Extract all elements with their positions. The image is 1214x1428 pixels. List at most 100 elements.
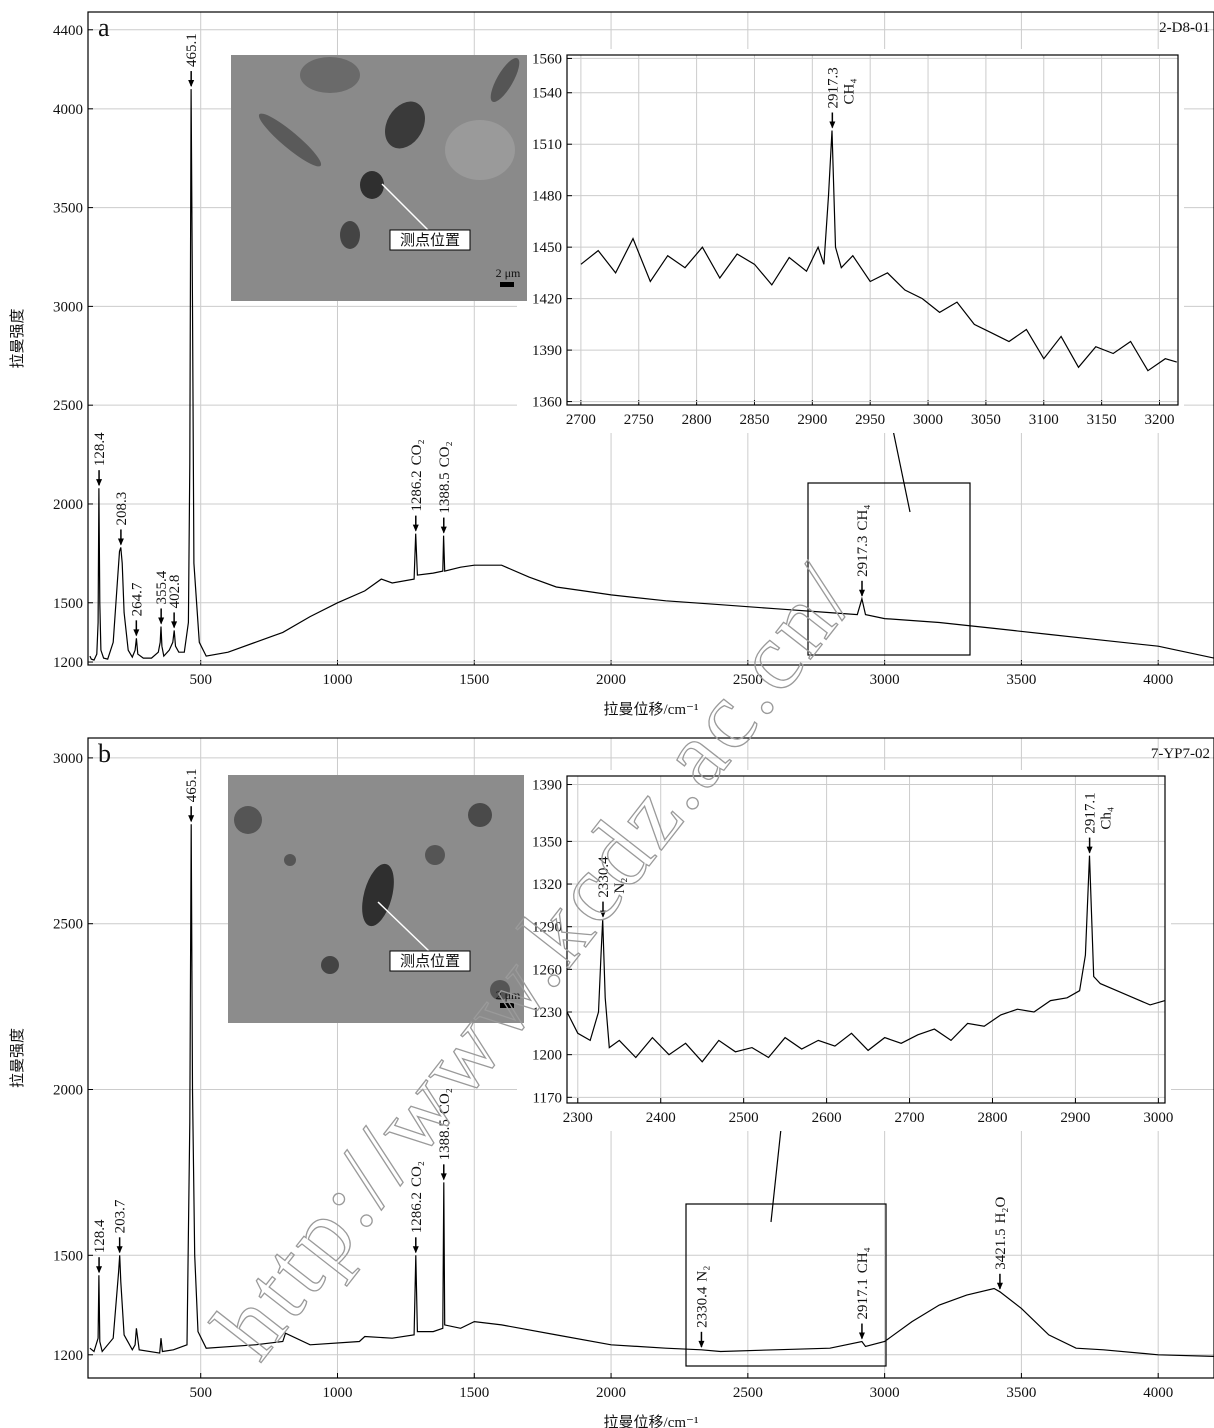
peak-label: 1388.5 bbox=[437, 1119, 453, 1160]
photo-label: 测点位置 bbox=[400, 953, 460, 970]
arrow-head bbox=[859, 589, 866, 597]
peak-label: 355.4 bbox=[154, 570, 170, 604]
blob bbox=[468, 803, 492, 827]
x-tick-label: 2000 bbox=[596, 1385, 626, 1401]
inset-layer: 2700 2750 2800 2850 2900 2950 3000 3050 3100 3150… bbox=[517, 49, 1184, 1131]
species-label: N₂ bbox=[694, 1266, 710, 1282]
peak-label: 402.8 bbox=[167, 575, 183, 609]
y-axis-label: 拉曼强度 bbox=[9, 1028, 26, 1088]
photo-label: 测点位置 bbox=[400, 232, 460, 249]
x-tick-label: 1000 bbox=[322, 1385, 352, 1401]
x-tick-label: 2300 bbox=[563, 1110, 593, 1126]
arrow-head bbox=[188, 815, 195, 823]
x-tick-label: 2500 bbox=[733, 672, 763, 688]
y-tick-label: 1200 bbox=[532, 1048, 562, 1064]
y-tick-label: 3500 bbox=[53, 201, 83, 217]
x-tick-label: 2000 bbox=[596, 672, 626, 688]
species-label: Ch₄ bbox=[1099, 807, 1115, 830]
y-tick-label: 1350 bbox=[532, 834, 562, 850]
x-tick-label: 2800 bbox=[977, 1110, 1007, 1126]
x-tick-label: 2400 bbox=[646, 1110, 676, 1126]
x-tick-label: 2800 bbox=[682, 412, 712, 428]
species-label: CO₂ bbox=[437, 1088, 453, 1114]
peak-label: 203.7 bbox=[113, 1199, 129, 1233]
blob bbox=[284, 854, 296, 866]
y-tick-label: 1540 bbox=[532, 86, 562, 102]
blob bbox=[258, 113, 322, 167]
y-tick-label: 1500 bbox=[53, 1248, 83, 1264]
x-tick-label: 3000 bbox=[1143, 1110, 1173, 1126]
x-tick-label: 2850 bbox=[739, 412, 769, 428]
arrow-head bbox=[412, 1246, 419, 1254]
pointer bbox=[381, 183, 431, 233]
peak-label: 208.3 bbox=[114, 492, 130, 526]
y-tick-label: 3000 bbox=[53, 299, 83, 315]
arrow-head bbox=[599, 910, 606, 918]
x-tick-label: 3500 bbox=[1006, 672, 1036, 688]
blob bbox=[340, 221, 360, 249]
x-tick-label: 2950 bbox=[855, 412, 885, 428]
photo: 测点位置 2 μm bbox=[231, 55, 527, 301]
arrow-head bbox=[133, 629, 140, 637]
x-tick-label: 2700 bbox=[566, 412, 596, 428]
spectrum-line bbox=[89, 89, 1214, 661]
blob bbox=[385, 101, 425, 149]
arrow-head bbox=[158, 617, 165, 625]
sample-id: 7-YP7-02 bbox=[1151, 746, 1210, 762]
peak-label: 2330.4 bbox=[596, 856, 612, 898]
y-tick-label: 1390 bbox=[532, 343, 562, 359]
plot-frame bbox=[87, 11, 1214, 666]
x-tick-label: 3000 bbox=[913, 412, 943, 428]
arrow-head bbox=[188, 80, 195, 88]
x-tick-label: 3050 bbox=[971, 412, 1001, 428]
arrow-head bbox=[96, 1266, 103, 1274]
peak-label: 264.7 bbox=[129, 582, 145, 616]
y-tick-label: 2000 bbox=[53, 1083, 83, 1099]
peak-label: 465.1 bbox=[184, 33, 200, 67]
inset-bg bbox=[517, 49, 1184, 433]
peak-label: 1388.5 bbox=[437, 472, 453, 513]
peak-label: 2917.1 bbox=[1083, 792, 1099, 833]
species-label: H₂O bbox=[993, 1196, 1009, 1223]
species-label: CO₂ bbox=[437, 441, 453, 467]
x-tick-label: 2900 bbox=[797, 412, 827, 428]
arrow-head bbox=[996, 1282, 1003, 1290]
species-label: CO₂ bbox=[409, 1161, 425, 1187]
x-tick-label: 3000 bbox=[870, 1385, 900, 1401]
x-tick-label: 3200 bbox=[1144, 412, 1174, 428]
y-tick-label: 4400 bbox=[53, 23, 83, 39]
blob bbox=[300, 57, 360, 93]
y-tick-label: 2500 bbox=[53, 398, 83, 414]
x-axis-label: 拉曼位移/cm⁻¹ bbox=[604, 1414, 699, 1428]
scale-label: 2 μm bbox=[496, 266, 521, 280]
zoom-box bbox=[685, 1203, 887, 1367]
blob bbox=[445, 120, 515, 180]
y-tick-label: 3000 bbox=[53, 751, 83, 767]
spectrum-line bbox=[566, 855, 1166, 1063]
y-tick-label: 1480 bbox=[532, 189, 562, 205]
x-tick-label: 500 bbox=[189, 1385, 212, 1401]
arrow-head bbox=[96, 479, 103, 487]
y-tick-label: 1170 bbox=[533, 1090, 562, 1106]
blob bbox=[425, 845, 445, 865]
species-label: CO₂ bbox=[409, 439, 425, 465]
arrow-head bbox=[829, 121, 836, 129]
x-axis-label: 拉曼位移/cm⁻¹ bbox=[604, 701, 699, 718]
y-tick-label: 1390 bbox=[532, 778, 562, 794]
species-label: CH₄ bbox=[855, 504, 871, 530]
arrow-head bbox=[171, 621, 178, 629]
y-tick-label: 1560 bbox=[532, 51, 562, 67]
arrow-head bbox=[412, 524, 419, 532]
y-tick-label: 1420 bbox=[532, 292, 562, 308]
blob bbox=[490, 980, 510, 1000]
peak-label: 1286.2 bbox=[409, 1192, 425, 1233]
x-tick-label: 2500 bbox=[729, 1110, 759, 1126]
x-tick-label: 4000 bbox=[1143, 672, 1173, 688]
peak-label: 3421.5 bbox=[993, 1229, 1009, 1270]
x-tick-label: 3000 bbox=[870, 672, 900, 688]
x-tick-label: 2500 bbox=[733, 1385, 763, 1401]
panel-letter: b bbox=[98, 739, 111, 768]
blob bbox=[234, 806, 262, 834]
peak-label: 2917.3 bbox=[855, 536, 871, 577]
